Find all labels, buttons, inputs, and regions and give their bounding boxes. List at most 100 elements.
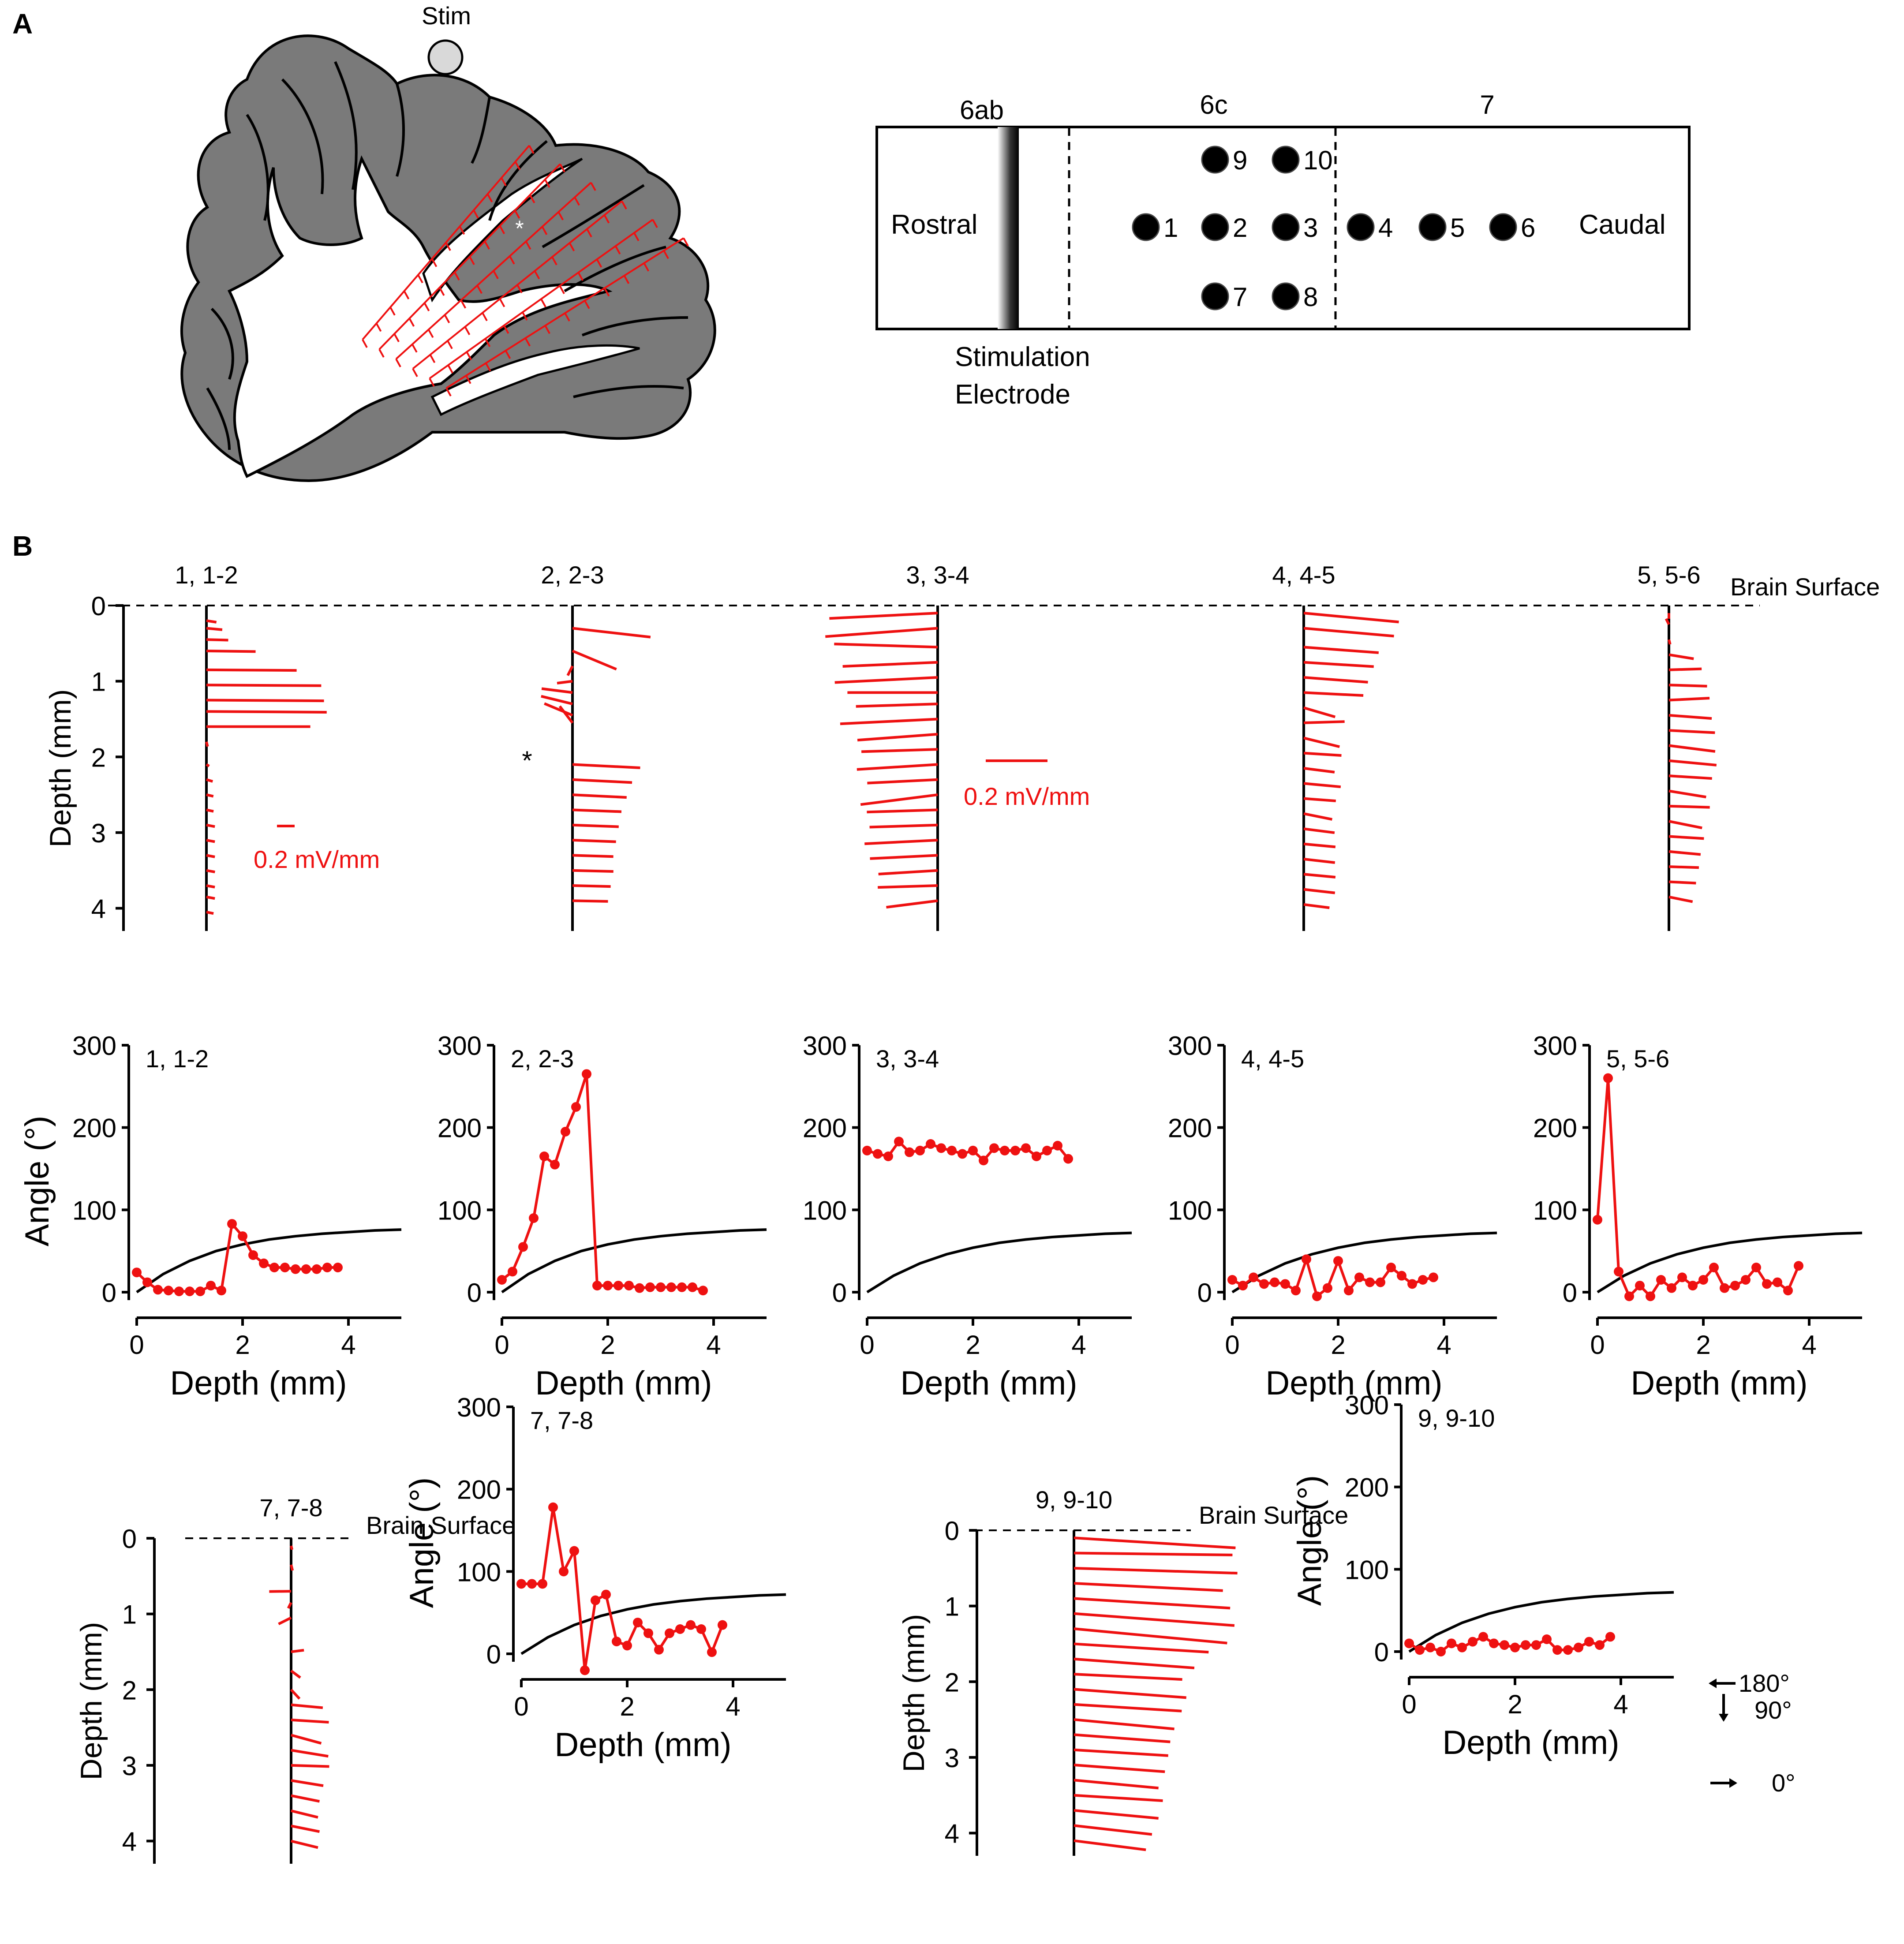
y-axis-title: Angle (°) [19,1116,56,1247]
x-tick-label: 4 [1613,1690,1628,1719]
grid-tick [429,354,436,363]
data-point [1500,1640,1509,1650]
data-point [1291,1286,1301,1296]
legend-item-180: 180° [1709,1669,1790,1697]
vector-profile-vec_9: 0 1 2 3 4 Depth (mm) 9, 9-10 [897,1486,1238,1856]
depth-tick-label: 0 [945,1516,959,1546]
data-point [633,1618,643,1628]
stim-electrode-label-line1: Stimulation [955,342,1090,372]
y-tick-label: 300 [803,1031,847,1061]
angle-legend: 180° 90° 0° [1709,1669,1796,1797]
field-vector [572,627,651,639]
data-point [1376,1277,1385,1287]
data-point [936,1143,946,1153]
data-point [613,1281,623,1291]
data-point [1397,1271,1406,1281]
data-point [1624,1291,1634,1301]
field-vector [290,1545,294,1550]
grid-tick [476,285,483,294]
field-vector [1074,1748,1168,1757]
field-vector [566,665,574,677]
grid-tick [403,291,410,299]
data-point [1773,1277,1782,1287]
chart-title: 5, 5-6 [1606,1045,1669,1073]
data-point [1593,1215,1602,1225]
data-point [1436,1647,1446,1656]
x-axis-title: Depth (mm) [1265,1365,1442,1402]
sulcus-line [206,61,688,450]
field-vector [856,703,938,708]
field-vector [1668,714,1712,720]
depth-tick-label: 1 [91,667,106,697]
data-point [142,1277,152,1287]
y-tick-label: 300 [457,1393,501,1422]
data-point [947,1145,957,1155]
field-vector [1303,873,1336,879]
grid-tick [643,262,650,272]
data-point [538,1579,547,1589]
electrode-label: 7 [1233,282,1247,312]
chart-title: 9, 9-10 [1418,1404,1495,1432]
field-vector [290,1669,301,1679]
field-vector [572,778,632,784]
depth-axis-title: Depth (mm) [75,1622,108,1780]
data-point [1741,1275,1751,1285]
grid-tick [447,340,453,349]
field-vector [1303,676,1368,684]
electrode-label: 5 [1450,213,1465,243]
electrode-label: 4 [1378,213,1393,243]
model-curve [520,1593,786,1655]
profile-title: 5, 5-6 [1637,561,1700,589]
field-vector [1668,774,1712,780]
field-vector [572,808,622,813]
grid-tick [375,323,382,332]
data-point [883,1151,893,1161]
data-point [926,1139,935,1149]
data-point [1259,1279,1269,1289]
x-tick-label: 2 [620,1692,634,1721]
depth-tick-label: 1 [945,1592,959,1622]
grid-tick [577,272,584,281]
grid-tick [438,287,445,296]
field-vector [1303,797,1336,803]
y-tick-label: 300 [1168,1031,1212,1061]
field-vector [558,705,574,724]
x-tick-label: 0 [1225,1330,1239,1360]
field-vector [1303,706,1336,718]
field-vector [1074,1824,1152,1836]
x-tick-label: 4 [1436,1330,1451,1360]
field-vector [291,1824,320,1833]
grid-tick [514,210,520,219]
electrode-label: 3 [1303,213,1318,243]
field-vector [206,699,324,703]
grid-tick [412,368,418,377]
angle-chart-ang_2: 0 100 200 300 0 2 4 Depth (mm) 2, 2-3 [438,1031,767,1402]
profile-title: 7, 7-8 [259,1494,322,1522]
brain-surface-label: Brain Surface [1199,1501,1348,1529]
profile-title: 1, 1-2 [175,561,238,589]
field-vector [1074,1733,1171,1743]
data-point [894,1136,904,1147]
data-point [516,1579,526,1589]
field-vector [1074,1688,1186,1699]
data-point [643,1628,653,1638]
vector-profile-vec_7: 0 1 2 3 4 Depth (mm) 7, 7-8 [75,1494,353,1864]
data-point [529,1213,539,1223]
electrode-label: 8 [1303,282,1318,312]
x-axis-title: Depth (mm) [170,1365,347,1402]
stim-electrode-label-line2: Electrode [955,379,1070,410]
y-tick-label: 100 [438,1196,482,1225]
data-point [217,1286,226,1296]
grid-tick [393,333,400,342]
data-point [1365,1277,1375,1287]
depth-tick-label: 3 [945,1743,959,1773]
field-vector [206,911,214,915]
asterisk-marker: * [515,216,524,241]
field-vector [1668,804,1710,809]
chart-title: 3, 3-4 [876,1045,939,1073]
field-vector [291,1734,322,1745]
legend-label-90: 90° [1754,1696,1792,1724]
grid-tick [485,363,491,372]
field-vector [206,884,215,889]
